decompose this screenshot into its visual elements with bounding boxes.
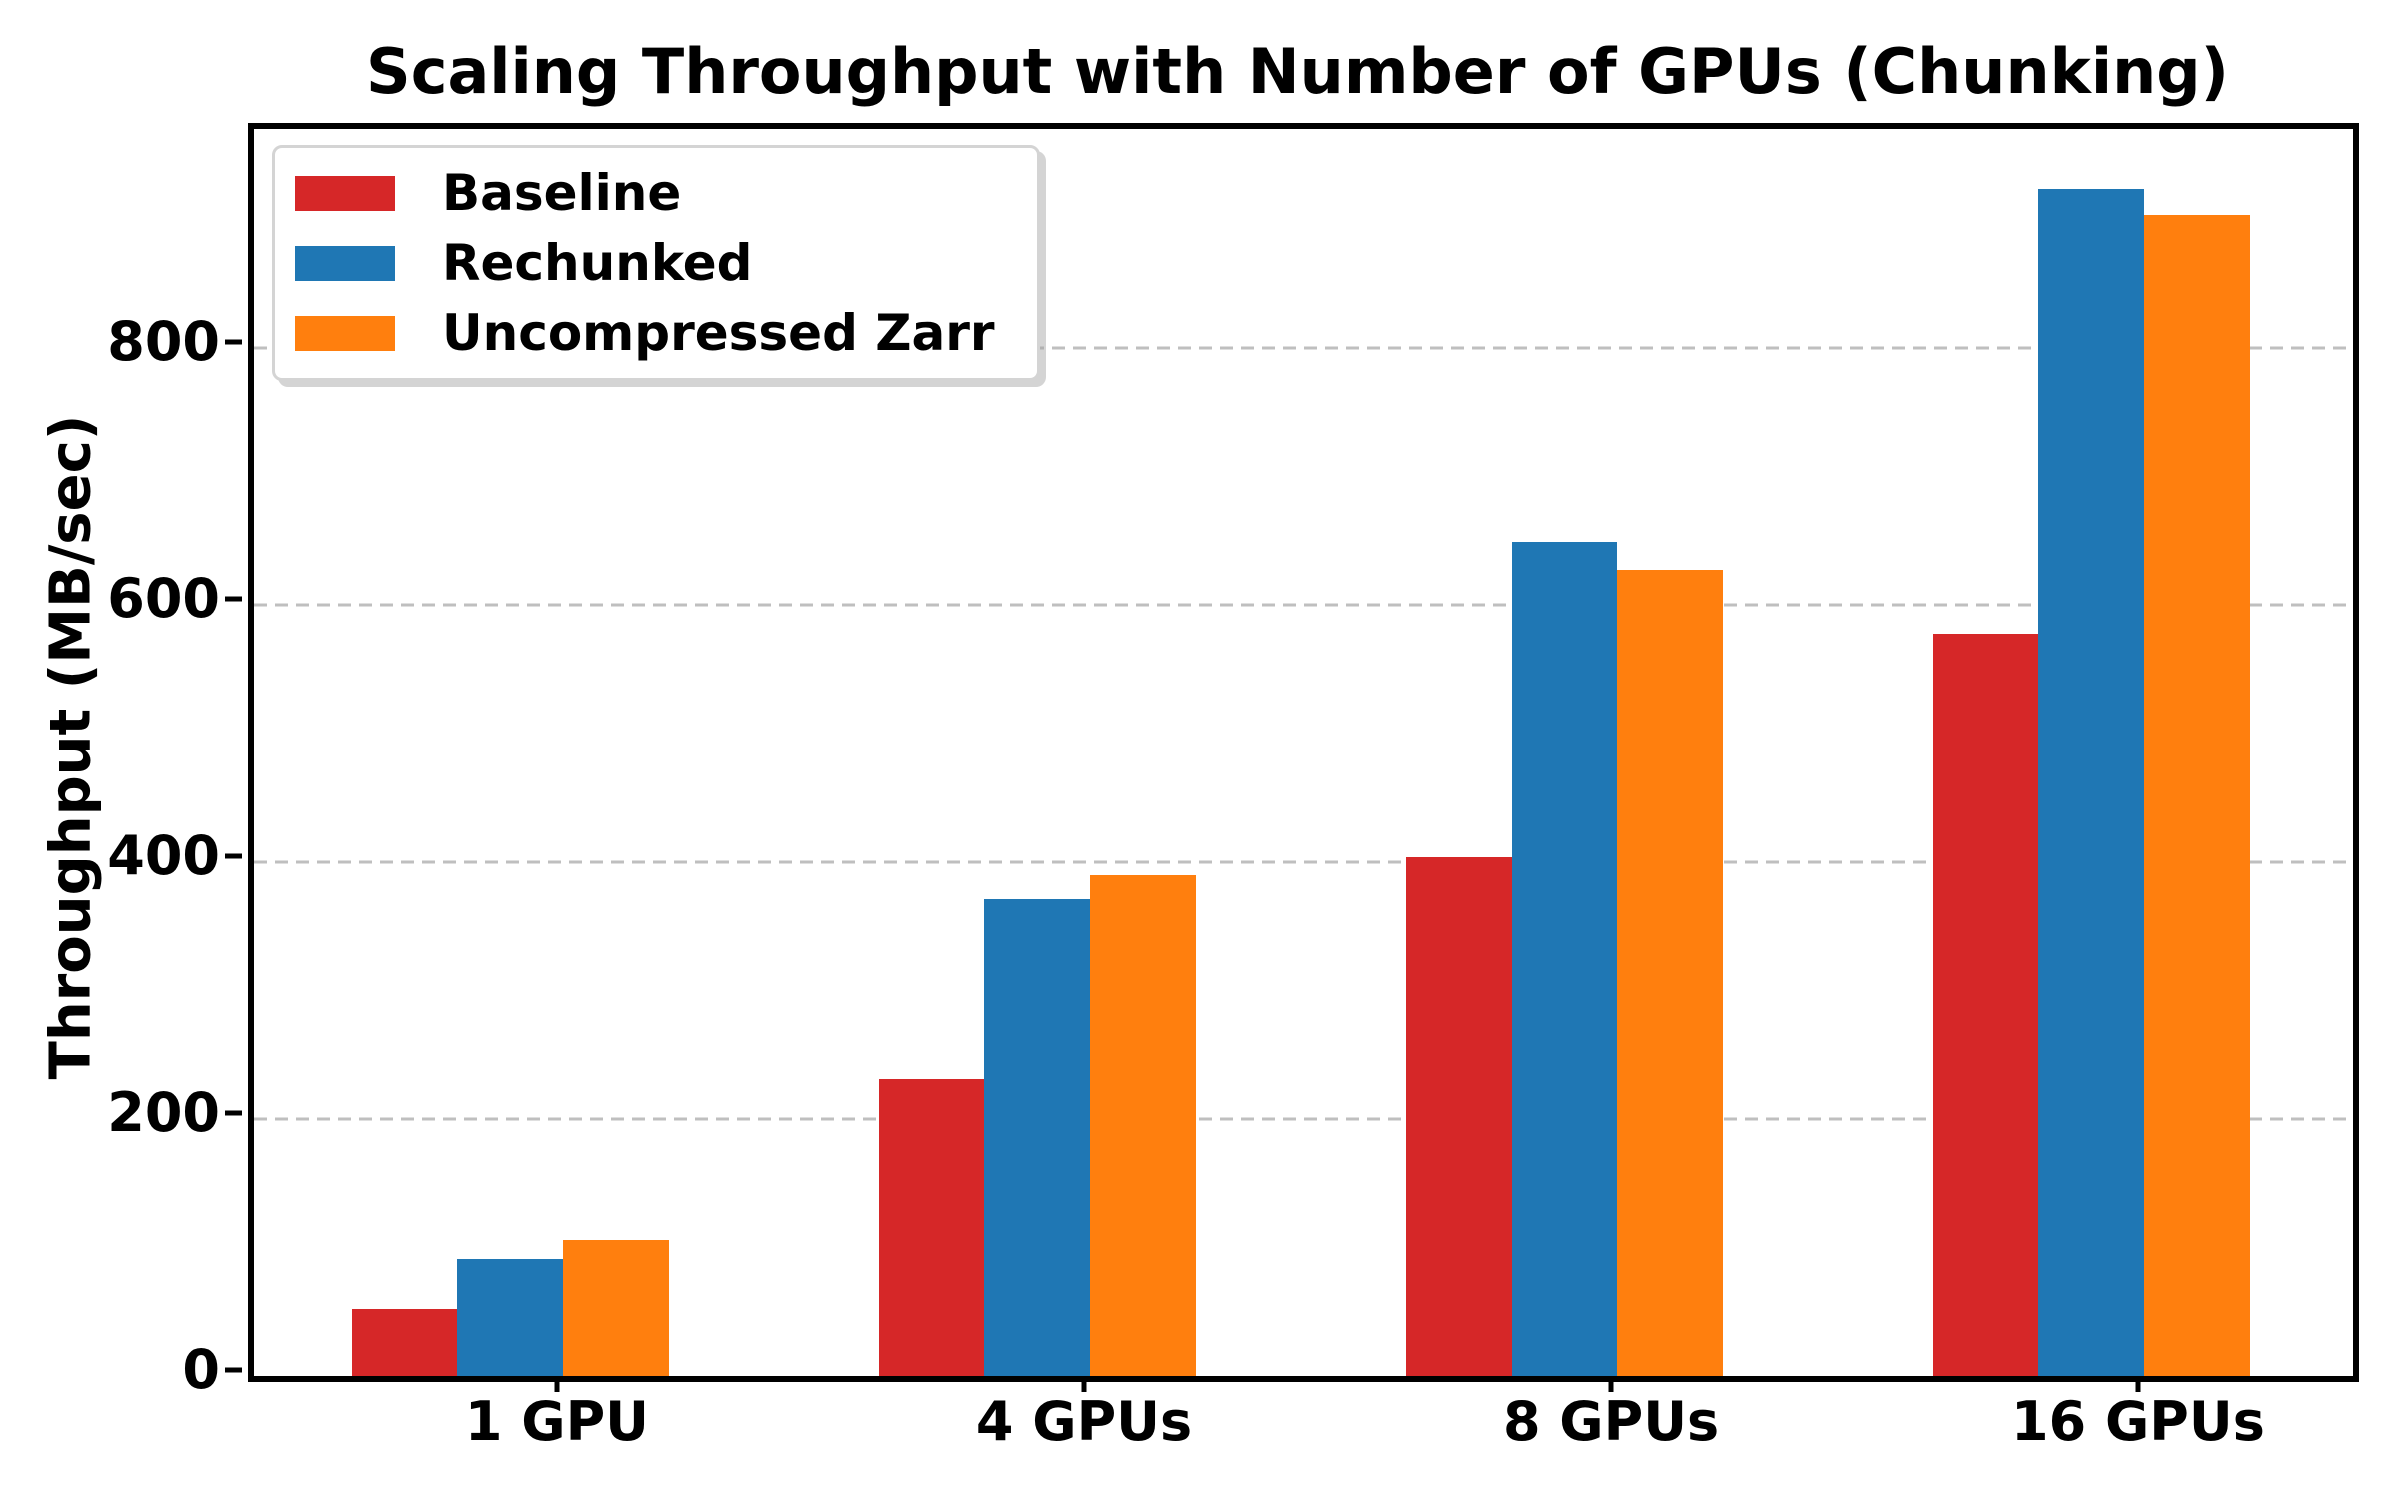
legend-item-rechunked: Rechunked (295, 228, 1037, 298)
bar-baseline-8-gpus (1405, 856, 1512, 1376)
x-tick-label-4-gpus: 4 GPUs (975, 1390, 1193, 1453)
y-tick-label-600: 600 (107, 566, 220, 630)
gridline-400 (254, 860, 2353, 864)
gridline-200 (254, 1117, 2353, 1121)
legend-swatch-baseline (295, 175, 395, 211)
legend-swatch-rechunked (295, 245, 395, 281)
bar-rechunked-8-gpus (1511, 541, 1618, 1376)
bar-baseline-4-gpus (878, 1079, 985, 1376)
bar-uncompressed-zarr-4-gpus (1090, 874, 1196, 1376)
bar-rechunked-4-gpus (984, 899, 1091, 1376)
chart-title: Scaling Throughput with Number of GPUs (… (366, 35, 2229, 108)
legend-swatch-uncompressed-zarr (295, 315, 395, 351)
legend-label-uncompressed-zarr: Uncompressed Zarr (442, 304, 995, 362)
y-tick-mark-800 (225, 339, 242, 345)
y-tick-label-200: 200 (107, 1080, 220, 1144)
x-tick-mark-1-gpu (554, 1376, 560, 1392)
x-tick-label-1-gpu: 1 GPU (464, 1390, 650, 1453)
bar-rechunked-1-gpu (457, 1259, 563, 1376)
x-tick-label-16-gpus: 16 GPUs (2011, 1390, 2265, 1453)
y-tick-mark-400 (225, 853, 242, 859)
y-tick-mark-200 (225, 1110, 242, 1116)
legend-label-baseline: Baseline (442, 164, 682, 222)
x-tick-label-8-gpus: 8 GPUs (1502, 1390, 1720, 1453)
y-tick-label-400: 400 (107, 823, 220, 887)
x-tick-mark-8-gpus (1608, 1376, 1614, 1392)
bar-uncompressed-zarr-8-gpus (1617, 569, 1723, 1376)
gridline-600 (254, 603, 2353, 607)
bar-baseline-16-gpus (1932, 634, 2039, 1376)
y-tick-label-0: 0 (182, 1338, 220, 1401)
x-tick-mark-4-gpus (1081, 1376, 1087, 1392)
y-tick-mark-0 (225, 1367, 242, 1373)
legend: Baseline Rechunked Uncompressed Zarr (272, 145, 1040, 381)
bar-baseline-1-gpu (351, 1309, 458, 1376)
y-axis-label: Throughput (MB/sec) (38, 414, 104, 1080)
y-tick-mark-600 (225, 596, 242, 602)
plot-area (248, 123, 2359, 1382)
y-tick-label-800: 800 (107, 309, 220, 373)
bar-uncompressed-zarr-16-gpus (2143, 215, 2250, 1376)
legend-item-baseline: Baseline (295, 158, 1037, 228)
bar-uncompressed-zarr-1-gpu (562, 1239, 669, 1376)
legend-label-rechunked: Rechunked (442, 234, 753, 292)
bar-rechunked-16-gpus (2038, 189, 2144, 1376)
gridline-800 (254, 346, 2353, 350)
legend-item-uncompressed-zarr: Uncompressed Zarr (295, 298, 1037, 368)
x-tick-mark-16-gpus (2135, 1376, 2141, 1392)
